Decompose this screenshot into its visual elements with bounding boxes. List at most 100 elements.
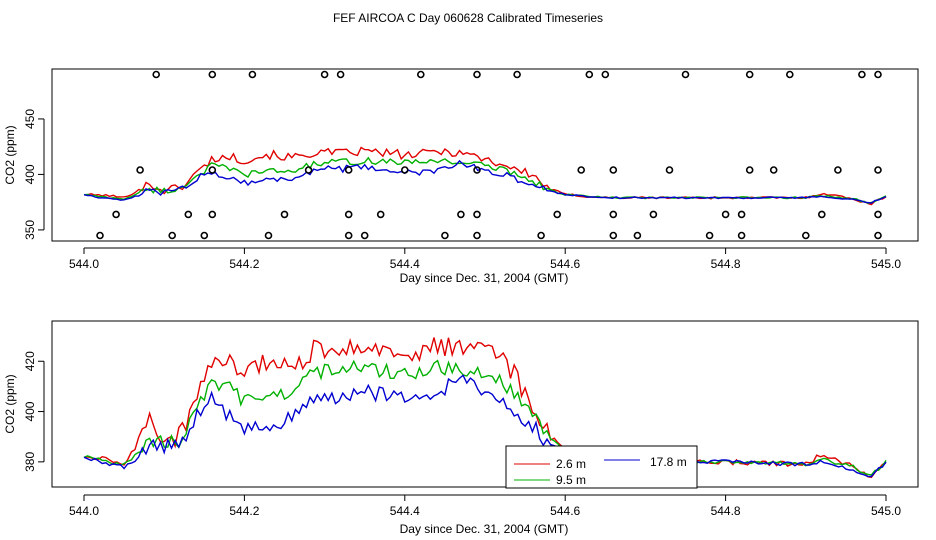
flag-marker: [96, 231, 104, 240]
bottom-x-tick-label: 544.6: [550, 504, 580, 518]
flag-marker: [320, 70, 329, 79]
flag-marker: [817, 210, 826, 219]
flag-marker: [649, 210, 658, 219]
flag-marker: [136, 166, 144, 174]
flag-marker: [874, 210, 882, 219]
bottom-x-tick-label: 544.4: [390, 504, 420, 518]
bottom-x-tick-label: 544.8: [711, 504, 741, 518]
top-x-tick-label: 544.8: [711, 257, 741, 271]
flag-marker: [585, 70, 594, 79]
page-title: FEF AIRCOA C Day 060628 Calibrated Times…: [333, 11, 603, 25]
flag-marker: [208, 70, 217, 79]
flag-marker: [874, 70, 882, 79]
flag-marker: [264, 231, 273, 240]
flag-marker: [400, 166, 409, 174]
flag-marker: [577, 166, 586, 174]
flag-marker: [152, 70, 160, 79]
top-x-tick-label: 544.6: [550, 257, 580, 271]
flag-marker: [280, 210, 289, 219]
flag-marker: [473, 166, 481, 174]
flag-marker: [609, 231, 618, 240]
top-series-line-17-8-m: [83, 159, 887, 204]
top-y-tick-label: 450: [23, 109, 37, 129]
legend-label-9-5m: 9.5 m: [556, 473, 586, 487]
top-flag-markers: [96, 70, 882, 240]
flag-marker: [360, 231, 369, 240]
flag-marker: [208, 210, 217, 219]
top-x-tick-label: 544.2: [229, 257, 259, 271]
flag-marker: [112, 210, 120, 219]
flag-marker: [553, 210, 562, 219]
flag-marker: [344, 231, 353, 240]
top-x-tick-label: 544.0: [69, 257, 99, 271]
bottom-series-lines: [83, 337, 887, 479]
flag-marker: [681, 70, 690, 79]
legend: 2.6 m 9.5 m 17.8 m: [505, 445, 698, 489]
flag-marker: [745, 166, 754, 174]
top-series-line-2-6-m: [83, 146, 887, 206]
bottom-x-tick-label: 544.2: [229, 504, 259, 518]
flag-marker: [609, 166, 618, 174]
top-series-lines: [83, 146, 887, 206]
flag-marker: [200, 231, 209, 240]
bottom-x-axis-label: Day since Dec. 31, 2004 (GMT): [400, 522, 569, 536]
flag-marker: [416, 70, 425, 79]
bottom-panel: 544.0 544.2 544.4 544.6 544.8 545.0380400420 …: [3, 320, 919, 536]
bottom-y-tick-label: 420: [23, 351, 37, 371]
flag-marker: [441, 231, 449, 240]
bottom-plot-frame: [51, 320, 919, 488]
bottom-y-tick-label: 400: [23, 401, 37, 421]
flag-marker: [457, 210, 465, 219]
legend-box: [505, 445, 698, 489]
flag-marker: [601, 70, 610, 79]
bottom-x-tick-label: 544.0: [69, 504, 99, 518]
flag-marker: [665, 166, 674, 174]
top-plot-frame: [51, 68, 919, 242]
top-x-tick-label: 545.0: [871, 257, 901, 271]
flag-marker: [248, 70, 257, 79]
top-x-axis-label: Day since Dec. 31, 2004 (GMT): [400, 271, 569, 285]
top-y-axis-label: CO2 (ppm): [3, 125, 17, 184]
flag-marker: [184, 210, 193, 219]
flag-marker: [874, 166, 882, 174]
flag-marker: [745, 70, 754, 79]
bottom-x-tick-label: 545.0: [871, 504, 901, 518]
flag-marker: [336, 70, 345, 79]
flag-marker: [737, 210, 746, 219]
top-y-tick-label: 400: [23, 164, 37, 184]
flag-marker: [537, 231, 545, 240]
top-y-tick-label: 350: [23, 220, 37, 240]
flag-marker: [834, 166, 842, 174]
flag-marker: [721, 210, 730, 219]
flag-marker: [769, 166, 778, 174]
top-x-tick-label: 544.4: [390, 257, 420, 271]
flag-marker: [633, 231, 642, 240]
flag-marker: [208, 166, 217, 174]
flag-marker: [801, 231, 810, 240]
flag-marker: [609, 210, 618, 219]
flag-marker: [304, 166, 313, 174]
flag-marker: [737, 231, 746, 240]
flag-marker: [473, 70, 481, 79]
flag-marker: [344, 166, 353, 174]
flag-marker: [858, 70, 866, 79]
flag-marker: [473, 231, 481, 240]
top-axes: 544.0 544.2 544.4 544.6 544.8 545.0 350 400 450: [23, 109, 901, 271]
flag-marker: [513, 70, 521, 79]
top-panel: 544.0 544.2 544.4 544.6 544.8 545.0350400450 …: [3, 68, 919, 285]
flag-marker: [344, 210, 353, 219]
legend-label-17-8m: 17.8 m: [650, 455, 687, 469]
bottom-series-line-17-8-m: [83, 374, 887, 478]
bottom-y-axis-label: CO2 (ppm): [3, 374, 17, 433]
flag-marker: [376, 210, 385, 219]
bottom-axes: 544.0 544.2 544.4 544.6 544.8 545.0 380 400 420: [23, 351, 901, 518]
bottom-y-tick-label: 380: [23, 452, 37, 472]
flag-marker: [473, 210, 481, 219]
flag-marker: [705, 231, 714, 240]
flag-marker: [168, 231, 176, 240]
legend-label-2-6m: 2.6 m: [556, 457, 586, 471]
bottom-series-line-9-5-m: [83, 359, 887, 476]
flag-marker: [785, 70, 794, 79]
flag-marker: [874, 231, 882, 240]
